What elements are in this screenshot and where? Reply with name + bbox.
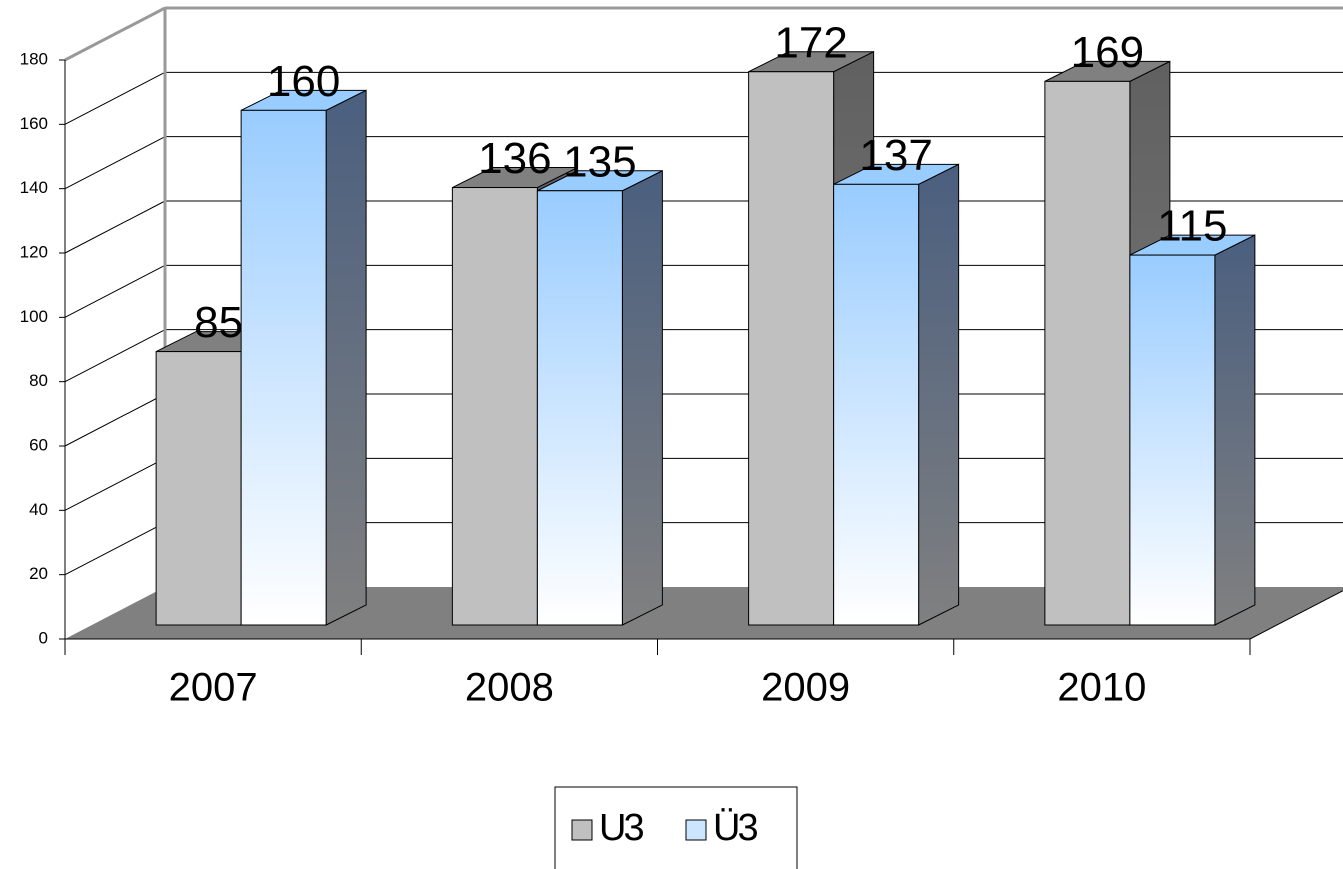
grid-line — [64, 457, 166, 511]
legend-label: U3 — [599, 807, 643, 849]
bar-side — [1214, 234, 1256, 626]
floor — [65, 587, 1343, 639]
bar — [1129, 254, 1216, 626]
x-tick-label: 2008 — [465, 666, 554, 710]
data-label: 169 — [1071, 28, 1144, 77]
x-tick-label: 2007 — [169, 666, 258, 710]
grid-line — [64, 71, 166, 125]
bar — [833, 183, 920, 626]
y-tick-label: 180 — [20, 49, 48, 68]
grid-line — [64, 329, 166, 383]
data-label: 85 — [194, 298, 243, 347]
bar-group — [833, 163, 960, 626]
legend-box — [554, 786, 798, 869]
y-tick-label: 120 — [20, 242, 48, 261]
bar-side — [918, 163, 960, 626]
x-tick-label: 2009 — [761, 666, 850, 710]
bar-group — [536, 169, 663, 626]
y-tick-label: 60 — [29, 435, 48, 454]
y-tick-label: 0 — [39, 628, 48, 647]
data-label: 137 — [859, 131, 932, 180]
wall-edge — [64, 6, 166, 62]
data-label: 115 — [1157, 202, 1227, 251]
y-tick-label: 80 — [29, 371, 48, 390]
bar — [748, 71, 835, 626]
legend-swatch — [571, 819, 593, 841]
data-label: 136 — [478, 134, 551, 183]
bar-group — [1129, 234, 1256, 626]
grid-line — [64, 522, 166, 576]
y-tick-label: 40 — [29, 500, 48, 519]
legend-label: Ü3 — [713, 807, 757, 849]
grid-line — [64, 264, 166, 318]
legend-swatch — [685, 819, 707, 841]
grid-line — [64, 200, 166, 254]
y-tick-label: 100 — [20, 307, 48, 326]
bar — [155, 351, 242, 626]
y-tick-label: 140 — [20, 178, 48, 197]
bar — [1044, 80, 1131, 626]
grid-line — [64, 393, 166, 447]
grid-line — [64, 136, 166, 190]
bar-side — [325, 89, 367, 626]
y-tick-label: 160 — [20, 114, 48, 133]
data-label: 160 — [267, 57, 340, 106]
bar-group — [240, 89, 367, 626]
bar-side — [621, 169, 663, 626]
data-label: 135 — [563, 137, 636, 186]
y-tick-label: 20 — [29, 564, 48, 583]
bar — [536, 190, 623, 626]
x-tick-label: 2010 — [1057, 666, 1146, 710]
data-label: 172 — [774, 18, 847, 67]
bar — [240, 109, 327, 626]
floor-edge — [1249, 590, 1343, 640]
bar — [451, 187, 538, 626]
